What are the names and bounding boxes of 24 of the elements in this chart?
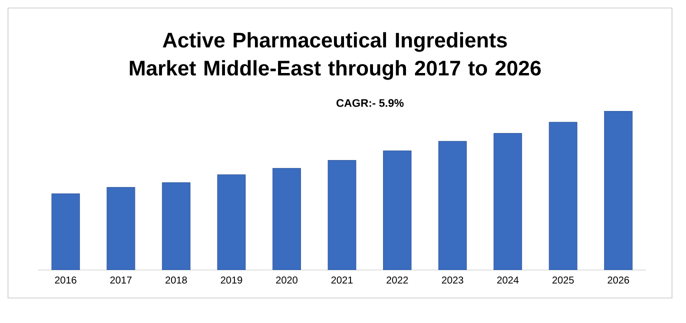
x-tick-label: 2019 <box>220 276 242 284</box>
bar <box>328 160 356 270</box>
x-tick-label: 2018 <box>166 276 187 284</box>
text: CAGR:- 5.9% <box>336 99 404 107</box>
x-tick-label: 2022 <box>386 276 408 284</box>
x-tick-label: 2023 <box>442 276 464 284</box>
chart-title: Active Pharmaceutical Ingredients Market Middle-East through 2017 to 2026 <box>130 32 541 80</box>
bar <box>51 193 80 270</box>
bar <box>162 182 190 270</box>
x-tick-label: 2024 <box>497 276 519 284</box>
bar <box>106 187 136 270</box>
x-tick-label: 2017 <box>110 276 132 284</box>
x-tick-label: 2026 <box>608 276 630 284</box>
bar <box>438 141 467 270</box>
bar <box>494 133 522 270</box>
x-tick-label: 2021 <box>331 276 353 284</box>
bar <box>217 174 246 270</box>
x-tick-label: 2016 <box>55 276 76 284</box>
x-tick-label: 2020 <box>276 276 298 284</box>
bar <box>604 110 633 270</box>
bar <box>272 168 301 270</box>
bar <box>548 122 578 270</box>
bar <box>383 150 412 270</box>
x-tick-label: 2025 <box>552 276 574 284</box>
